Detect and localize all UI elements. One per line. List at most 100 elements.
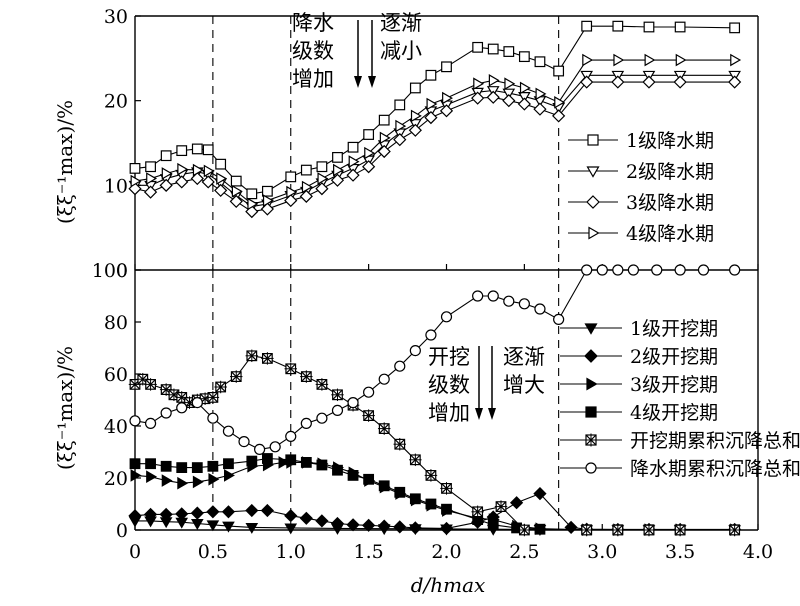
data-point — [144, 378, 157, 391]
data-point — [729, 22, 741, 34]
data-point — [203, 164, 215, 178]
data-point — [487, 519, 499, 531]
data-point — [730, 53, 742, 67]
data-point — [214, 183, 228, 198]
data-point — [176, 462, 188, 473]
data-point — [487, 290, 499, 302]
series-1 — [129, 20, 741, 200]
legend-marker — [585, 462, 597, 474]
data-point — [533, 486, 547, 501]
data-point — [216, 172, 228, 185]
data-point — [315, 182, 329, 196]
data-point — [143, 185, 158, 199]
legend-label: 2级降水期 — [626, 161, 714, 183]
legend-label: 3级降水期 — [626, 192, 714, 214]
data-point — [364, 146, 376, 160]
data-point — [440, 482, 453, 495]
data-point — [394, 360, 406, 372]
legend-entry: 1级开挖期 — [560, 318, 718, 340]
data-point — [675, 53, 687, 67]
data-point — [363, 473, 375, 485]
data-point — [316, 459, 328, 471]
data-point — [518, 523, 531, 537]
data-point — [202, 144, 214, 156]
data-point — [362, 518, 376, 532]
data-point — [245, 349, 259, 363]
data-point — [502, 94, 516, 108]
data-point — [229, 370, 243, 383]
data-point — [425, 329, 437, 341]
data-point — [424, 469, 438, 482]
data-point — [486, 90, 500, 104]
data-point — [269, 441, 281, 453]
data-point — [363, 386, 375, 398]
data-point — [425, 69, 437, 81]
data-point — [553, 313, 565, 325]
data-point — [222, 521, 235, 533]
data-point — [245, 522, 259, 534]
annotation-text: 降水 — [292, 11, 334, 35]
legend-entry: 3级降水期 — [568, 192, 714, 214]
data-point — [192, 163, 204, 177]
data-point — [596, 264, 608, 276]
data-point — [410, 109, 422, 123]
data-point — [230, 175, 242, 187]
data-point — [347, 141, 359, 153]
legend-label: 4级降水期 — [626, 223, 714, 245]
data-point — [393, 437, 407, 451]
legend-label: 开挖期累积沉降总和 — [630, 430, 800, 452]
data-point — [130, 469, 142, 482]
data-point — [214, 380, 227, 394]
data-point — [129, 163, 141, 174]
data-point — [191, 143, 203, 155]
data-point — [260, 202, 274, 216]
data-point — [332, 464, 343, 476]
data-point — [347, 470, 359, 481]
data-point — [129, 415, 141, 427]
data-point — [254, 443, 266, 455]
data-point — [159, 507, 173, 522]
data-point — [261, 352, 274, 365]
data-point — [201, 175, 215, 189]
data-point — [473, 77, 485, 91]
data-point — [231, 184, 243, 198]
x-tick-label: 0 — [129, 541, 141, 563]
data-point — [207, 412, 219, 424]
y-tick-label: 60 — [104, 364, 128, 386]
data-point — [330, 516, 345, 531]
data-point — [316, 161, 328, 173]
data-point — [129, 458, 141, 470]
data-point — [673, 75, 687, 89]
legend-label: 1级开挖期 — [630, 318, 718, 340]
data-point — [143, 507, 158, 522]
data-point — [177, 476, 189, 490]
x-tick-label: 3.0 — [587, 541, 617, 563]
bottom-y-axis-label: (ξξ⁻¹max)/% — [53, 346, 77, 470]
data-point — [552, 109, 566, 123]
data-point — [425, 498, 437, 510]
data-point — [260, 503, 274, 518]
data-point — [261, 185, 273, 197]
data-point — [553, 65, 565, 77]
data-point — [471, 91, 485, 105]
data-point — [613, 53, 625, 67]
data-point — [160, 150, 172, 162]
data-point — [191, 397, 203, 409]
data-point — [518, 298, 530, 310]
data-point — [674, 264, 686, 276]
data-point — [331, 388, 344, 402]
data-point — [284, 509, 298, 523]
legend-entry: 开挖期累积沉降总和 — [560, 430, 800, 452]
series-6 — [129, 264, 741, 455]
legend-marker — [585, 406, 597, 418]
legend-marker — [586, 195, 600, 209]
data-point — [377, 519, 391, 533]
data-point — [333, 163, 344, 177]
data-point — [535, 87, 547, 101]
data-point — [409, 82, 421, 94]
data-point — [504, 77, 516, 91]
data-point — [580, 523, 593, 537]
